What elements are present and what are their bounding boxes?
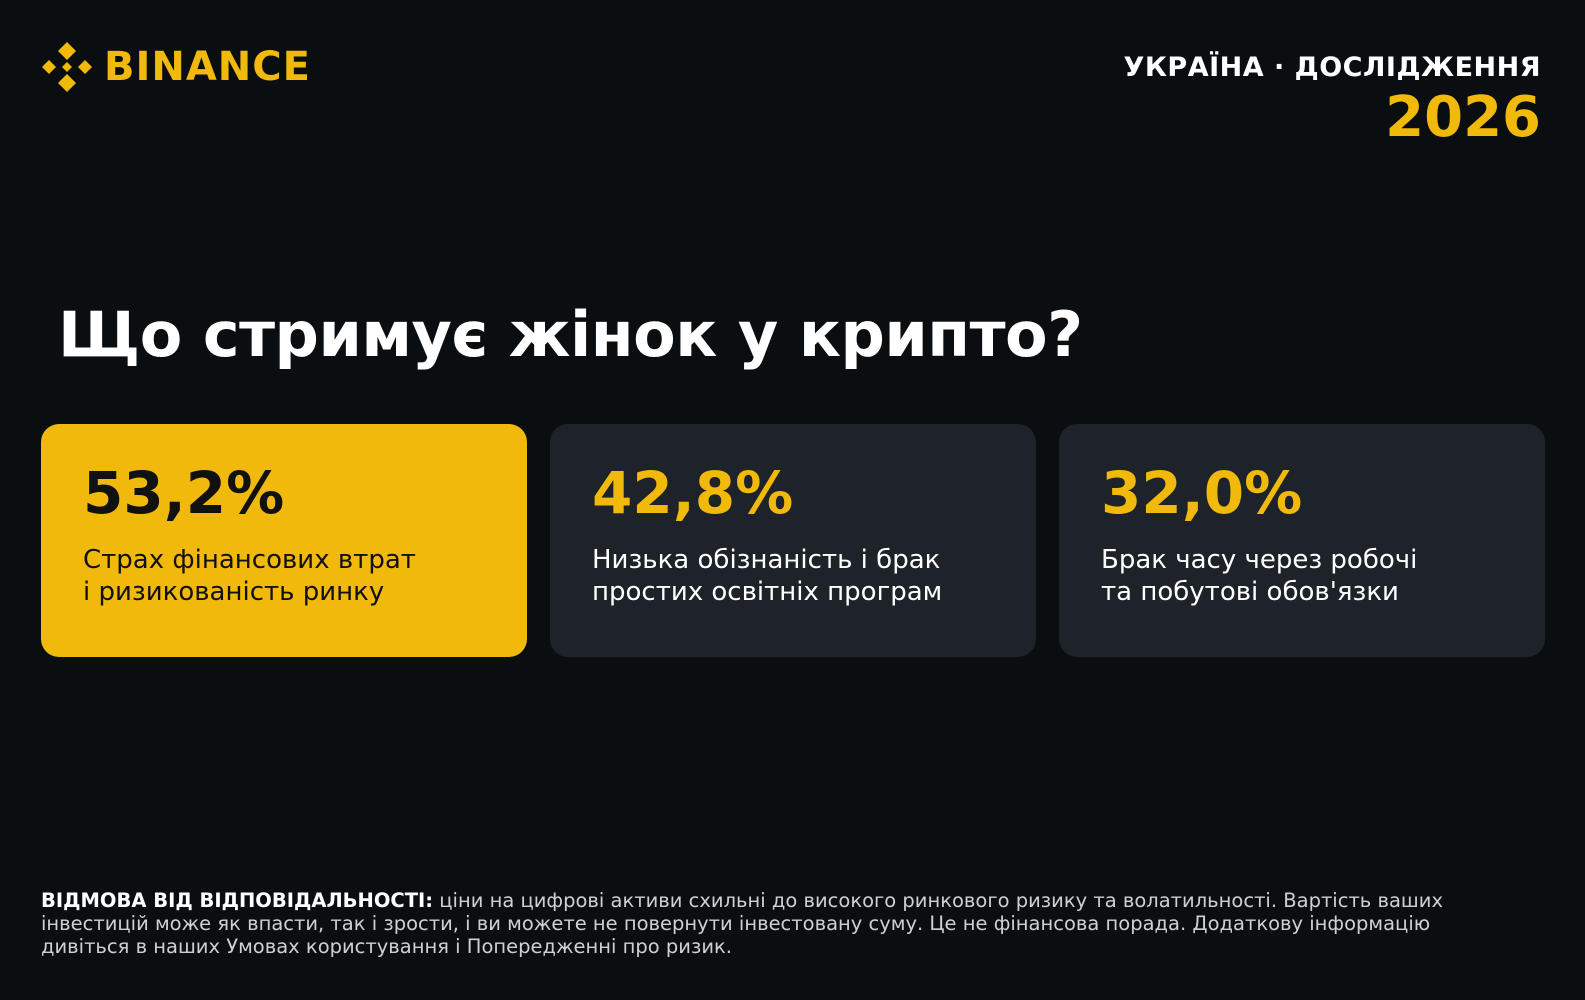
stat-value: 32,0% bbox=[1101, 459, 1303, 527]
stat-text: Брак часу через робочі та побутові обов'я… bbox=[1101, 544, 1503, 608]
brand: BINANCE bbox=[104, 44, 311, 90]
stat-line: та побутові обов'язки bbox=[1101, 576, 1399, 607]
logo: BINANCE bbox=[40, 40, 311, 94]
stat-card: 42,8% Низька обізнаність і брак простих ос… bbox=[550, 424, 1036, 657]
header: УКРАЇНА · ДОСЛІДЖЕННЯ 2026 bbox=[1124, 52, 1541, 150]
header-label: УКРАЇНА · ДОСЛІДЖЕННЯ bbox=[1123, 52, 1541, 83]
stat-card: 32,0% Брак часу через робочі та побутові о… bbox=[1059, 424, 1545, 657]
logo-icon bbox=[42, 42, 92, 92]
stat-text: Страх фінансових втрат і ризикованість ри… bbox=[83, 544, 485, 608]
stat-text: Низька обізнаність і брак простих освітні… bbox=[592, 544, 994, 608]
stat-line: Низька обізнаність і брак bbox=[592, 544, 941, 575]
title: Що стримує жінок у крипто? bbox=[58, 298, 1083, 371]
header-year: 2026 bbox=[1385, 85, 1541, 150]
disclaimer: ВІДМОВА ВІД ВІДПОВІДАЛЬНОСТІ: ціни на ци… bbox=[41, 889, 1481, 958]
disclaimer-label: ВІДМОВА ВІД ВІДПОВІДАЛЬНОСТІ: bbox=[41, 889, 434, 912]
stat-line: і ризикованість ринку bbox=[83, 576, 385, 607]
stat-value: 53,2% bbox=[83, 459, 285, 527]
stat-line: Брак часу через робочі bbox=[1101, 544, 1418, 575]
stat-line: простих освітніх програм bbox=[592, 576, 943, 607]
stat-value: 42,8% bbox=[592, 459, 794, 527]
stat-card: 53,2% Страх фінансових втрат і ризикованіс… bbox=[41, 424, 527, 657]
stat-line: Страх фінансових втрат bbox=[83, 544, 416, 575]
disclaimer-text: ціни на цифрові активи схильні до високо… bbox=[41, 889, 1443, 958]
cards: 53,2% Страх фінансових втрат і ризикованіс… bbox=[41, 424, 1545, 657]
